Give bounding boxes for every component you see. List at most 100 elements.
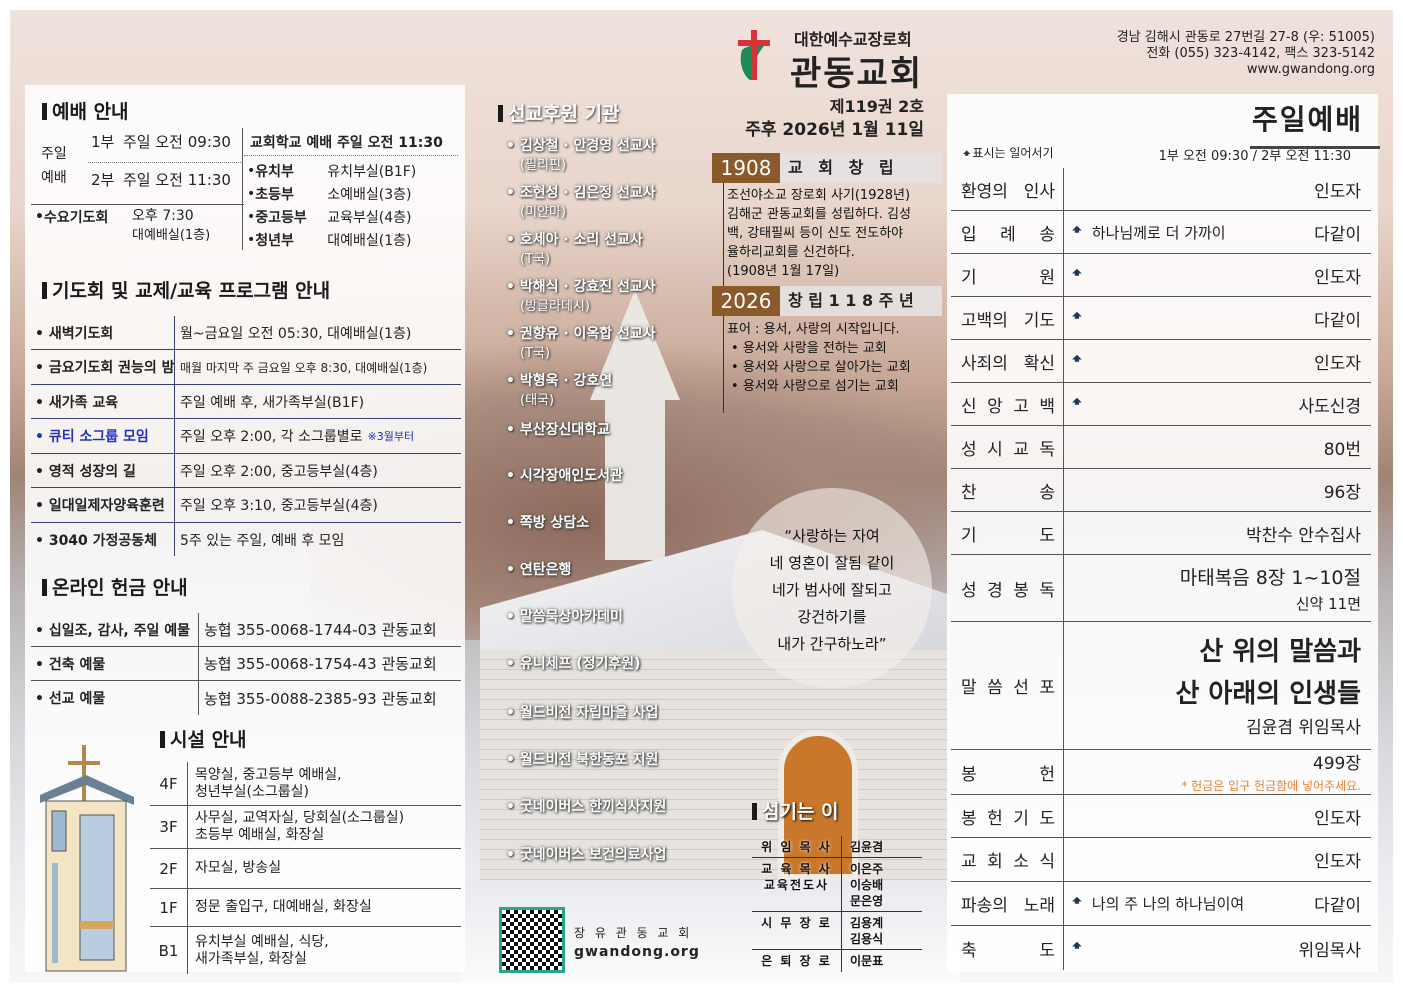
wednesday-label: 수요기도회 bbox=[35, 206, 108, 228]
servant-role: 위 임 목 사 bbox=[752, 836, 842, 857]
floor-rooms: 사무실, 교역자실, 당회실(소그룹실) 초등부 예배실, 화장실 bbox=[187, 810, 404, 844]
mission-name: 굿네이버스 보건의료사업 bbox=[506, 847, 666, 863]
program-detail: 주일 예배 후, 새가족부실(B1F) bbox=[180, 394, 365, 411]
dept-place: 유치부실(B1F) bbox=[327, 164, 417, 180]
mission-item: 월드비전 북한동포 지원 bbox=[506, 751, 658, 770]
divider bbox=[88, 162, 243, 163]
standing-person-icon: 🠹 bbox=[1072, 262, 1082, 282]
dept-name: 청년부 bbox=[255, 233, 294, 249]
order-label: 환영의 인사 bbox=[961, 181, 1055, 202]
program-row: 일대일제자양육훈련 주일 오후 3:10, 중고등부실(4층) bbox=[31, 489, 461, 523]
divider bbox=[31, 204, 244, 205]
order-value: 인도자 bbox=[1314, 267, 1361, 288]
order-value: 마태복음 8장 1~10절 bbox=[1179, 566, 1361, 589]
divider bbox=[242, 128, 243, 250]
sunday-label: 주일 예배 bbox=[41, 142, 67, 190]
mission-name: 부산장신대학교 bbox=[506, 422, 610, 438]
room-line: 사무실, 교역자실, 당회실(소그룹실) bbox=[195, 810, 405, 826]
founding-line: 조선야소교 장로회 사기(1928년) bbox=[727, 188, 911, 203]
mission-item: 권향유 · 이옥합 선교사 (T국) bbox=[506, 325, 656, 363]
sermon-title: 산 위의 말씀과 bbox=[1199, 636, 1361, 667]
sunday-label-1: 주일 bbox=[41, 146, 67, 162]
order-label: 입 례 송 bbox=[961, 224, 1055, 245]
room-line: 청년부실(소그룹실) bbox=[195, 783, 309, 800]
service-time: 주일 오전 09:30 bbox=[123, 132, 231, 151]
servants-title: 섬기는 이 bbox=[752, 797, 839, 824]
dept-name: 유치부 bbox=[255, 164, 294, 180]
scripture-page: 신약 11면 bbox=[1295, 594, 1361, 613]
mission-item: 김상철 · 안경영 선교사 (필리핀) bbox=[506, 137, 656, 175]
title-underline bbox=[1250, 146, 1380, 149]
missions-title-text: 선교후원 기관 bbox=[508, 103, 620, 125]
offering-title-text: 온라인 헌금 안내 bbox=[52, 577, 188, 599]
servant-names: 이은주 이승배 문은영 bbox=[842, 858, 883, 911]
website-link[interactable]: www.gwandong.org bbox=[1246, 62, 1375, 77]
sunday-worship-title: 주일예배 bbox=[1251, 103, 1363, 136]
standing-person-icon: 🠹 bbox=[1072, 348, 1082, 368]
service-time: 주일 오전 11:30 bbox=[123, 170, 231, 189]
order-label: 신 앙 고 백 bbox=[961, 396, 1055, 417]
mission-item: 조현성 · 김은정 선교사 (미얀마) bbox=[506, 184, 656, 222]
hymn-title: 하나님께로 더 가까이 bbox=[1091, 223, 1226, 242]
standing-person-icon: 🠹 bbox=[963, 146, 971, 160]
servant-row: 은 퇴 장 로 이문표 bbox=[752, 950, 922, 972]
servant-role: 시 무 장 로 bbox=[752, 912, 842, 949]
order-value: 인도자 bbox=[1314, 852, 1361, 872]
program-row: 새벽기도회 월~금요일 오전 05:30, 대예배실(1층) bbox=[31, 316, 461, 350]
order-content: 박찬수 안수집사 bbox=[1063, 512, 1371, 554]
qr-website[interactable]: gwandong.org bbox=[574, 944, 700, 960]
qr-code[interactable] bbox=[499, 907, 565, 973]
program-name: 금요기도회 권능의 밤 bbox=[31, 357, 175, 377]
order-value: 김윤겸 위임목사 bbox=[1246, 717, 1361, 738]
order-content: 🠹 사도신경 bbox=[1063, 383, 1371, 425]
program-detail: 5주 있는 주일, 예배 후 모임 bbox=[180, 533, 345, 549]
floor-rooms: 목양실, 중고등부 예배실, 청년부실(소그룹실) bbox=[187, 767, 342, 801]
worship-order-row: 봉 헌 기 도 인도자 bbox=[951, 795, 1371, 838]
program-name: 새가족 교육 bbox=[31, 392, 174, 412]
standing-person-icon: 🠹 bbox=[1072, 391, 1082, 411]
floor-label: B1 bbox=[158, 941, 179, 960]
mission-name: 말씀묵상아카데미 bbox=[506, 609, 623, 625]
mission-item: 시각장애인도서관 bbox=[506, 467, 623, 486]
church-steeple-illustration bbox=[590, 290, 680, 400]
service-1: 1부 주일 오전 09:30 bbox=[91, 130, 231, 152]
missions-title: 선교후원 기관 bbox=[498, 99, 620, 126]
order-label: 파송의 노래 bbox=[961, 896, 1055, 916]
church-contact: 경남 김해시 관동로 27번길 27-8 (우: 51005) 전화 (055)… bbox=[1117, 30, 1375, 78]
mission-item: 말씀묵상아카데미 bbox=[506, 608, 623, 627]
worship-order-row: 사죄의 확신 🠹 인도자 bbox=[951, 340, 1371, 383]
church-wall-illustration bbox=[480, 650, 950, 890]
dept-name: 초등부 bbox=[255, 187, 294, 203]
standing-person-icon: 🠹 bbox=[1072, 935, 1082, 955]
program-detail: 주일 오후 2:00, 각 소그룹별로 bbox=[180, 429, 363, 445]
dept-name: 중고등부 bbox=[255, 210, 307, 226]
servant-name: 문은영 bbox=[850, 894, 884, 908]
servant-name: 김용식 bbox=[850, 932, 884, 946]
order-content: 🠹 위임목사 bbox=[1063, 926, 1371, 970]
order-value: 다같이 bbox=[1314, 310, 1361, 331]
mission-item: 박해식 · 강효진 선교사 (방글라데시) bbox=[506, 278, 656, 316]
program-name: 3040 가정공동체 bbox=[31, 530, 174, 550]
offering-name: 십일조, 감사, 주일 예물 bbox=[31, 620, 198, 640]
mission-name: 월드비전 자립마을 사업 bbox=[506, 705, 658, 721]
standing-person-icon: 🠹 bbox=[1072, 891, 1082, 910]
order-label: 사죄의 확신 bbox=[961, 353, 1055, 374]
program-name: 새벽기도회 bbox=[31, 323, 174, 343]
program-name: 일대일제자양육훈련 bbox=[31, 495, 174, 515]
service-2: 2부 주일 오전 11:30 bbox=[91, 168, 231, 190]
founding-line: 백, 강태필씨 등이 신도 전도하야 bbox=[727, 226, 904, 241]
room-line: 새가족부실, 화장실 bbox=[195, 950, 307, 967]
church-building-illustration bbox=[40, 745, 134, 972]
floor-label: 1F bbox=[159, 898, 178, 917]
divider bbox=[198, 613, 199, 715]
standing-person-icon: 🠹 bbox=[1072, 219, 1082, 239]
worship-order-row: 파송의 노래 🠹 나의 주 나의 하나님이여 다같이 bbox=[951, 882, 1371, 926]
worship-order-row: 환영의 인사 인도자 bbox=[951, 168, 1371, 211]
founding-text: 조선야소교 장로회 사기(1928년) 김해군 관동교회를 성립하다. 김성 백, … bbox=[727, 186, 911, 281]
order-label: 말 씀 선 포 bbox=[961, 678, 1055, 698]
servant-names: 이문표 bbox=[842, 950, 883, 972]
mission-item: 굿네이버스 한끼식사지원 bbox=[506, 798, 666, 817]
wednesday-label-text: 수요기도회 bbox=[43, 210, 109, 226]
founding-label: 교 회 창 립 bbox=[788, 158, 899, 177]
room-line: 자모실, 방송실 bbox=[195, 860, 282, 876]
